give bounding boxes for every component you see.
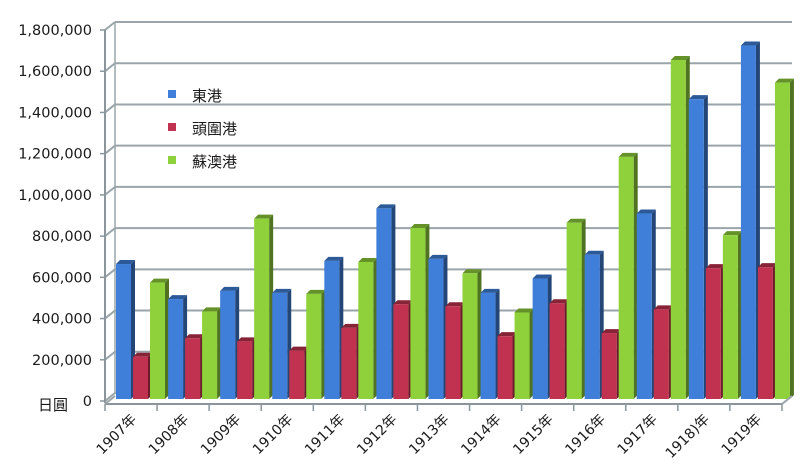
y-tick-label: 1,000,000 [18,188,92,204]
y-tick-label: 1,600,000 [18,64,92,80]
bar [341,323,361,399]
x-tick-label: 1908年 [146,412,192,458]
y-unit-label: 日圓 [38,396,68,414]
bar [324,256,344,399]
y-tick-label: 200,000 [32,353,92,369]
bar [220,286,240,399]
bar [133,352,152,399]
x-tick-label: 1916年 [562,412,608,458]
bar [202,307,222,399]
bar [150,278,169,399]
bar [705,264,725,399]
x-tick-label: 1915年 [510,412,556,458]
y-tick-label: 1,400,000 [18,105,92,121]
bar [636,209,656,399]
bar [549,299,569,399]
legend-swatch-icon [168,156,176,164]
y-tick-label: 600,000 [32,270,92,286]
bar [272,288,292,399]
y-tick-label: 800,000 [32,229,92,245]
bar [497,332,517,399]
x-tick-label: 1917年 [614,412,660,458]
y-tick-label: 400,000 [32,312,92,328]
bar [116,260,135,399]
bar [566,218,586,399]
x-tick-label: 1909年 [198,412,244,458]
bar [289,346,309,399]
bar [653,305,673,399]
bar [358,257,378,399]
bar [584,250,604,399]
bar [237,337,257,399]
x-tick-label: 1913年 [406,412,452,458]
bar [306,289,326,399]
legend-swatch-icon [168,123,176,131]
bar [480,288,500,399]
x-tick-label: 1918)年 [663,412,713,462]
x-axis: 1907年 1908年 1909年 1910年 1911年 1912年 1913年 1914年… [94,395,793,462]
bar [462,269,482,399]
x-tick-label: 1914年 [458,412,504,458]
bar [514,308,534,399]
x-tick-label: 1912年 [354,412,400,458]
bar [532,274,552,399]
y-tick-label: 1,800,000 [18,23,92,39]
y-axis: 0 200,000 400,000 600,000 800,000 1,000,000 1,… [18,23,106,410]
y-tick-label: 1,200,000 [18,147,92,163]
bar [376,204,396,399]
legend-label: 蘇澳港 [192,153,237,171]
bar [410,223,430,399]
bars [116,41,794,400]
bar [722,231,742,399]
legend-label: 頭圍港 [192,120,237,138]
x-tick-label: 1919年 [719,412,765,458]
legend-label: 東港 [192,87,222,105]
bar [670,55,690,399]
x-tick-label: 1907年 [94,412,140,458]
bar [428,254,448,399]
legend-item: 東港 [168,87,222,105]
x-tick-label: 1911年 [302,412,348,458]
bar [757,263,777,399]
bar [774,78,794,400]
bar [740,41,760,400]
bar [254,214,274,399]
bar [601,329,621,399]
bar [445,302,465,399]
bar [393,300,413,399]
bar [168,295,188,399]
bar [618,152,638,399]
legend-swatch-icon [168,90,176,98]
legend-item: 蘇澳港 [168,153,237,171]
legend-item: 頭圍港 [168,120,237,138]
bar [185,334,205,399]
y-tick-label: 0 [83,394,92,410]
bar [688,95,708,399]
x-tick-label: 1910年 [250,412,296,458]
